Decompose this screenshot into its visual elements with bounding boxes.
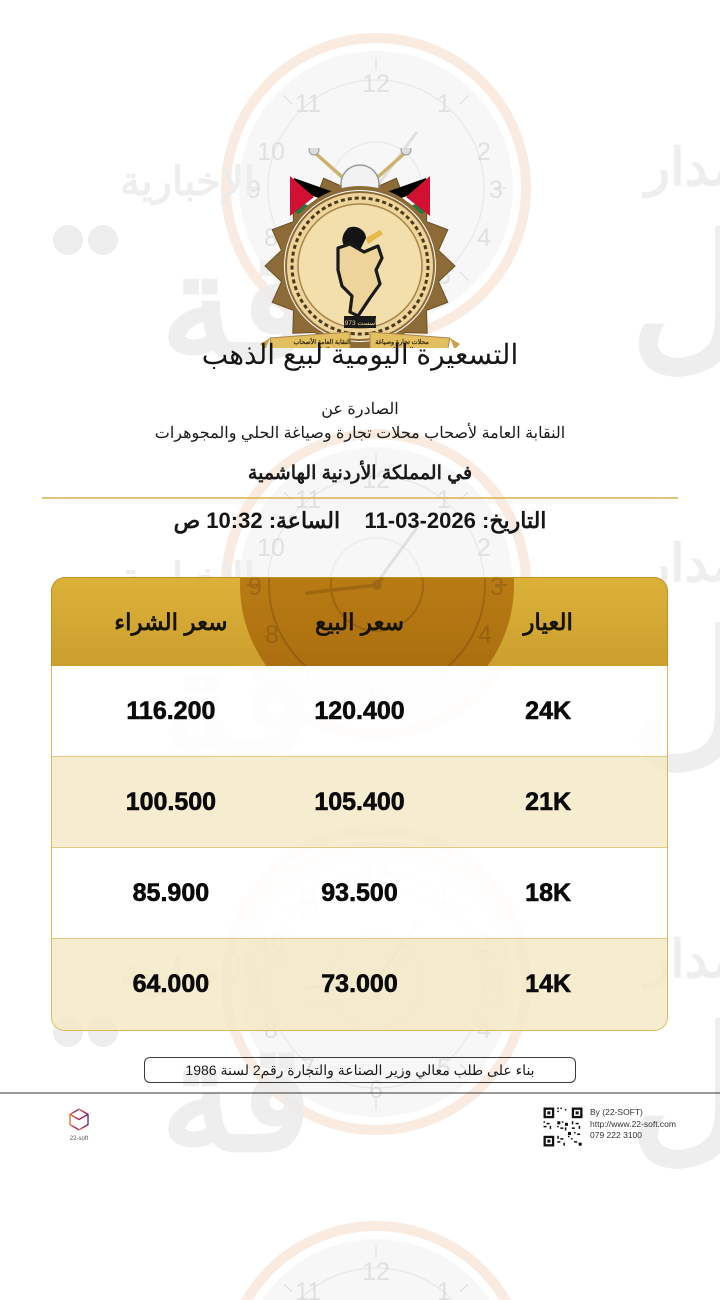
svg-text:مدار: مدار	[642, 139, 720, 199]
svg-text:9: 9	[248, 578, 262, 601]
svg-text:قة: قة	[160, 1014, 312, 1182]
svg-text:3: 3	[490, 578, 504, 601]
